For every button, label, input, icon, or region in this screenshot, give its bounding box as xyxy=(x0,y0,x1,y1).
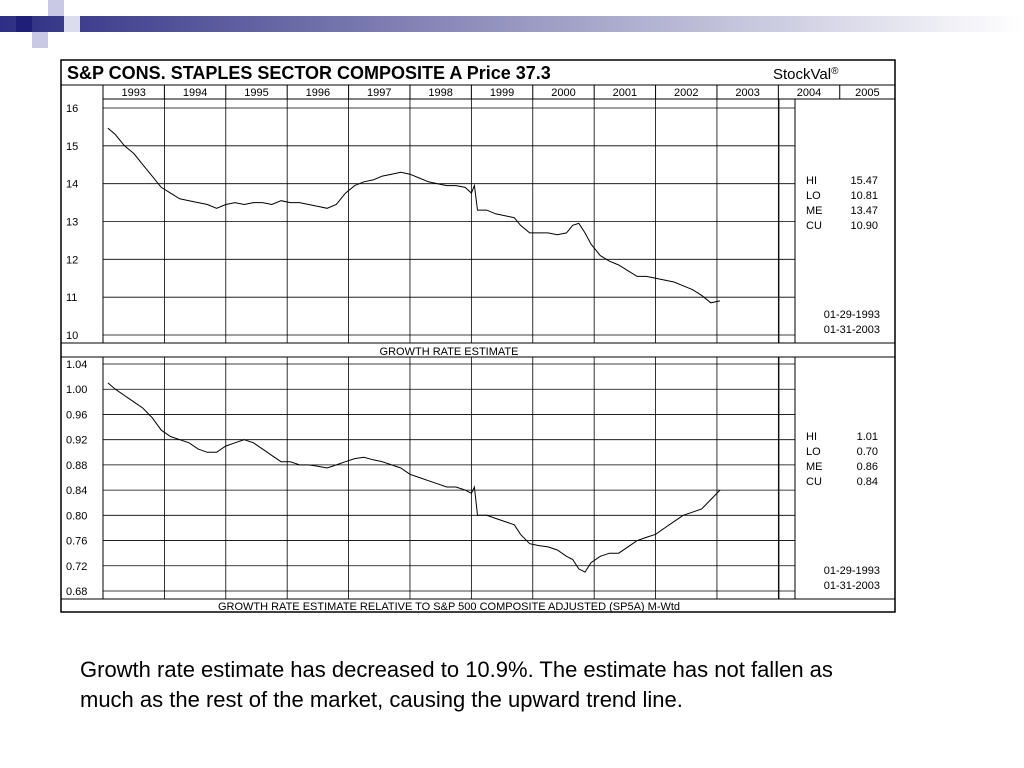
year-label: 1994 xyxy=(183,87,207,99)
y-tick-label: 13 xyxy=(66,217,78,229)
date-end: 01-31-2003 xyxy=(824,580,880,592)
y-tick-label: 15 xyxy=(66,141,78,153)
decor-square-light xyxy=(32,32,48,48)
date-end: 01-31-2003 xyxy=(824,324,880,336)
stat-label: CU xyxy=(806,476,822,488)
year-label: 2003 xyxy=(735,87,759,99)
year-label: 1996 xyxy=(306,87,330,99)
decor-square-dark xyxy=(16,16,32,32)
stat-value: 1.01 xyxy=(857,431,878,443)
chart-title: S&P CONS. STAPLES SECTOR COMPOSITE A Pri… xyxy=(67,63,551,83)
caption-text: Growth rate estimate has decreased to 10… xyxy=(80,657,833,712)
stat-value: 13.47 xyxy=(850,205,878,217)
year-label: 2001 xyxy=(613,87,637,99)
year-label: 1997 xyxy=(367,87,391,99)
panel-footer-label: GROWTH RATE ESTIMATE xyxy=(380,346,519,358)
decor-square-light xyxy=(64,16,80,32)
stat-label: LO xyxy=(806,446,821,458)
y-tick-label: 0.80 xyxy=(66,510,87,522)
y-tick-label: 0.68 xyxy=(66,586,87,598)
decor-square-light xyxy=(48,0,64,16)
year-label: 1998 xyxy=(428,87,452,99)
y-tick-label: 0.76 xyxy=(66,536,87,548)
y-tick-label: 12 xyxy=(66,254,78,266)
stat-value: 15.47 xyxy=(850,175,878,187)
y-tick-label: 0.92 xyxy=(66,435,87,447)
year-label: 2004 xyxy=(797,87,821,99)
stat-label: ME xyxy=(806,205,823,217)
stat-label: CU xyxy=(806,220,822,232)
year-label: 1993 xyxy=(121,87,145,99)
stockval-chart: S&P CONS. STAPLES SECTOR COMPOSITE A Pri… xyxy=(60,59,896,613)
series-line xyxy=(107,382,721,573)
y-tick-label: 10 xyxy=(66,330,78,342)
y-tick-label: 16 xyxy=(66,103,78,115)
year-label: 1995 xyxy=(244,87,268,99)
y-tick-label: 0.88 xyxy=(66,460,87,472)
stat-value: 10.81 xyxy=(850,190,878,202)
y-tick-label: 0.72 xyxy=(66,561,87,573)
stat-value: 0.84 xyxy=(857,476,878,488)
y-tick-label: 0.96 xyxy=(66,409,87,421)
y-tick-label: 11 xyxy=(66,292,77,304)
stat-label: ME xyxy=(806,461,823,473)
panel-footer-label: GROWTH RATE ESTIMATE RELATIVE TO S&P 500… xyxy=(218,601,680,613)
y-tick-label: 1.00 xyxy=(66,384,87,396)
stat-value: 10.90 xyxy=(850,220,878,232)
year-label: 2002 xyxy=(674,87,698,99)
stat-value: 0.70 xyxy=(857,446,878,458)
series-line xyxy=(107,127,721,304)
stat-label: HI xyxy=(806,431,817,443)
header-gradient-bar xyxy=(0,16,1024,32)
header-decoration xyxy=(0,0,1024,48)
year-label: 1999 xyxy=(490,87,514,99)
y-tick-label: 1.04 xyxy=(66,359,87,371)
y-tick-label: 14 xyxy=(66,179,78,191)
chart-frame xyxy=(60,59,896,613)
year-label: 2000 xyxy=(551,87,575,99)
date-start: 01-29-1993 xyxy=(824,309,880,321)
stat-value: 0.86 xyxy=(857,461,878,473)
date-start: 01-29-1993 xyxy=(824,565,880,577)
stat-label: HI xyxy=(806,175,817,187)
year-label: 2005 xyxy=(855,87,879,99)
brand-label: StockVal® xyxy=(773,66,839,83)
y-tick-label: 0.84 xyxy=(66,485,87,497)
stat-label: LO xyxy=(806,190,821,202)
